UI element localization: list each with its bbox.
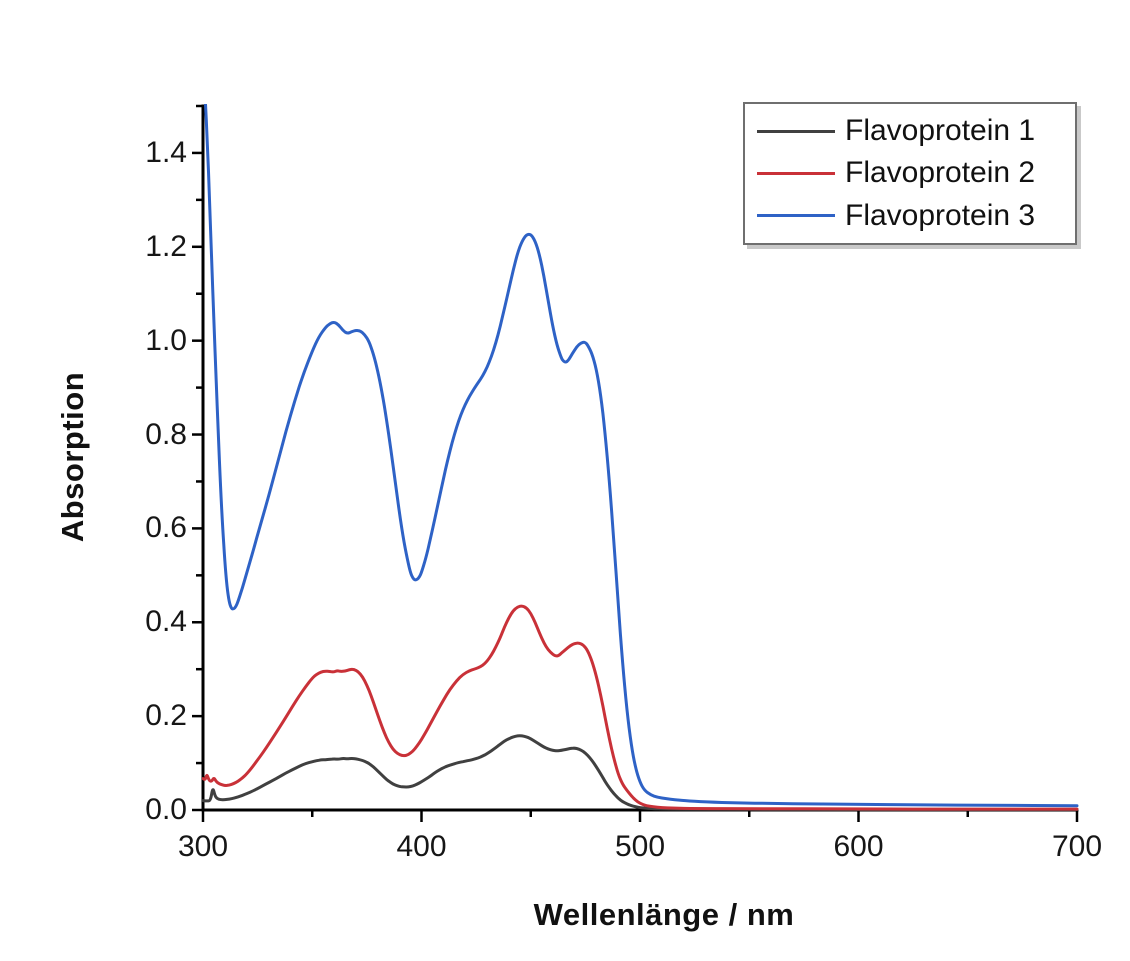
series-line-flavoprotein-2	[202, 604, 1079, 811]
legend-line-swatch-blue	[757, 214, 835, 218]
x-tick-label: 400	[396, 830, 447, 863]
legend-row-flavoprotein-1: Flavoprotein 1	[757, 112, 1063, 150]
legend-row-flavoprotein-2: Flavoprotein 2	[757, 154, 1063, 192]
y-tick-label: 1.0	[145, 323, 187, 357]
y-tick-label: 0.8	[145, 417, 187, 451]
y-tick-label: 1.4	[145, 135, 187, 169]
x-axis-title: Wellenlänge / nm	[533, 897, 795, 932]
series-line-flavoprotein-1	[202, 734, 1079, 812]
legend-line-swatch-red	[757, 171, 835, 175]
y-tick-label: 0.6	[145, 511, 187, 545]
y-axis-title: Absorption	[55, 371, 90, 543]
x-tick-label: 600	[833, 830, 884, 863]
y-tick-label: 1.2	[145, 229, 187, 263]
y-tick-label: 0.4	[145, 605, 187, 639]
legend-row-flavoprotein-3: Flavoprotein 3	[757, 197, 1063, 235]
legend: Flavoprotein 1 Flavoprotein 2 Flavoprote…	[743, 102, 1077, 245]
series-line-flavoprotein-3	[204, 104, 1079, 808]
legend-label: Flavoprotein 1	[845, 114, 1036, 148]
x-tick-label: 500	[614, 830, 666, 863]
legend-label: Flavoprotein 2	[845, 156, 1036, 190]
x-tick-label: 700	[1051, 830, 1103, 863]
legend-line-swatch-black	[757, 129, 835, 133]
x-tick-label: 300	[177, 830, 229, 863]
y-tick-label: 0.0	[145, 793, 187, 826]
legend-label: Flavoprotein 3	[845, 198, 1036, 232]
y-tick-label: 0.2	[145, 699, 187, 733]
